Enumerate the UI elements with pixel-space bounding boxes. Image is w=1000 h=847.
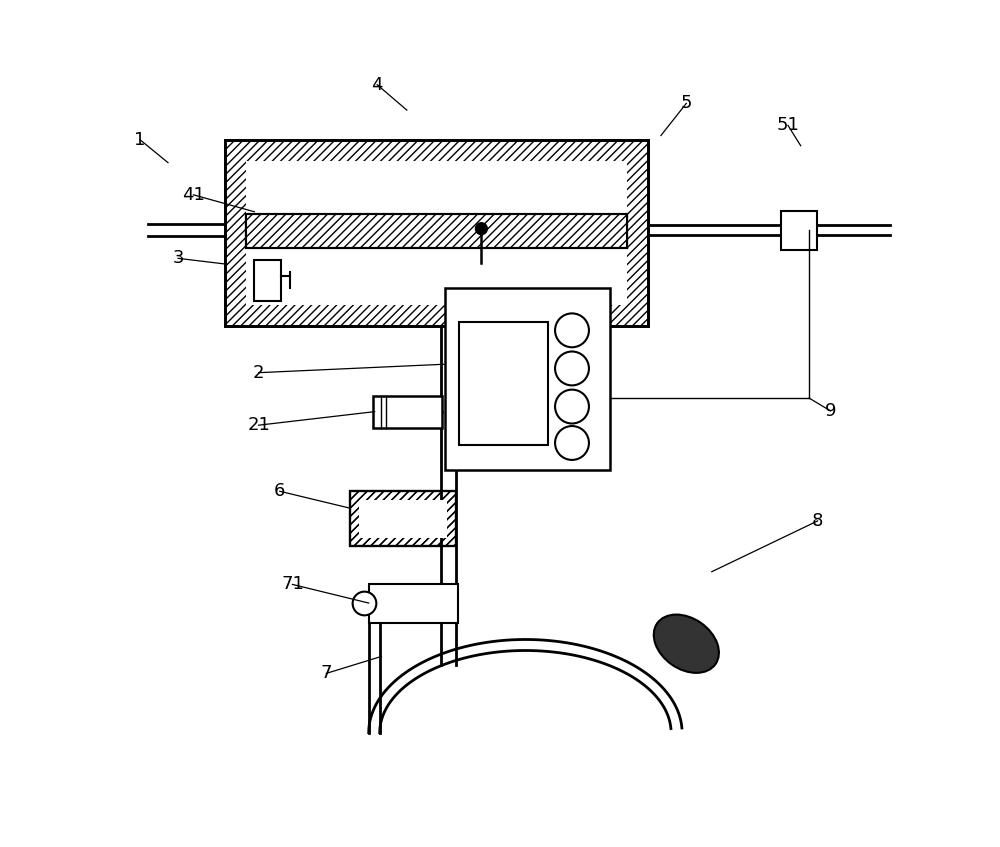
Text: 8: 8 <box>812 512 823 530</box>
Bar <box>350 491 456 546</box>
Bar <box>350 491 456 546</box>
Text: 41: 41 <box>182 185 205 204</box>
Text: 4: 4 <box>371 75 383 94</box>
Bar <box>350 491 456 546</box>
Circle shape <box>475 223 487 235</box>
Bar <box>781 211 817 250</box>
Bar <box>246 214 627 248</box>
Text: 3: 3 <box>172 249 184 268</box>
Text: 21: 21 <box>247 416 270 435</box>
Bar <box>369 584 458 623</box>
Bar <box>359 500 447 538</box>
Bar <box>246 214 627 248</box>
Bar <box>350 491 456 546</box>
Bar <box>225 140 648 326</box>
Bar <box>359 500 447 538</box>
Text: 6: 6 <box>274 482 285 501</box>
Bar <box>373 396 442 428</box>
Bar <box>246 214 627 248</box>
Ellipse shape <box>654 615 719 673</box>
Bar <box>254 260 281 301</box>
Text: 51: 51 <box>777 116 799 135</box>
Text: 9: 9 <box>825 401 836 420</box>
Bar <box>459 322 548 445</box>
Bar <box>247 215 626 247</box>
Text: 7: 7 <box>321 664 332 683</box>
Text: 5: 5 <box>681 94 692 113</box>
Text: 1: 1 <box>134 130 146 149</box>
Bar <box>246 161 627 305</box>
Circle shape <box>353 591 376 615</box>
Bar <box>225 140 648 326</box>
Text: 71: 71 <box>281 575 304 594</box>
Bar <box>445 288 610 470</box>
Text: 2: 2 <box>253 363 264 382</box>
